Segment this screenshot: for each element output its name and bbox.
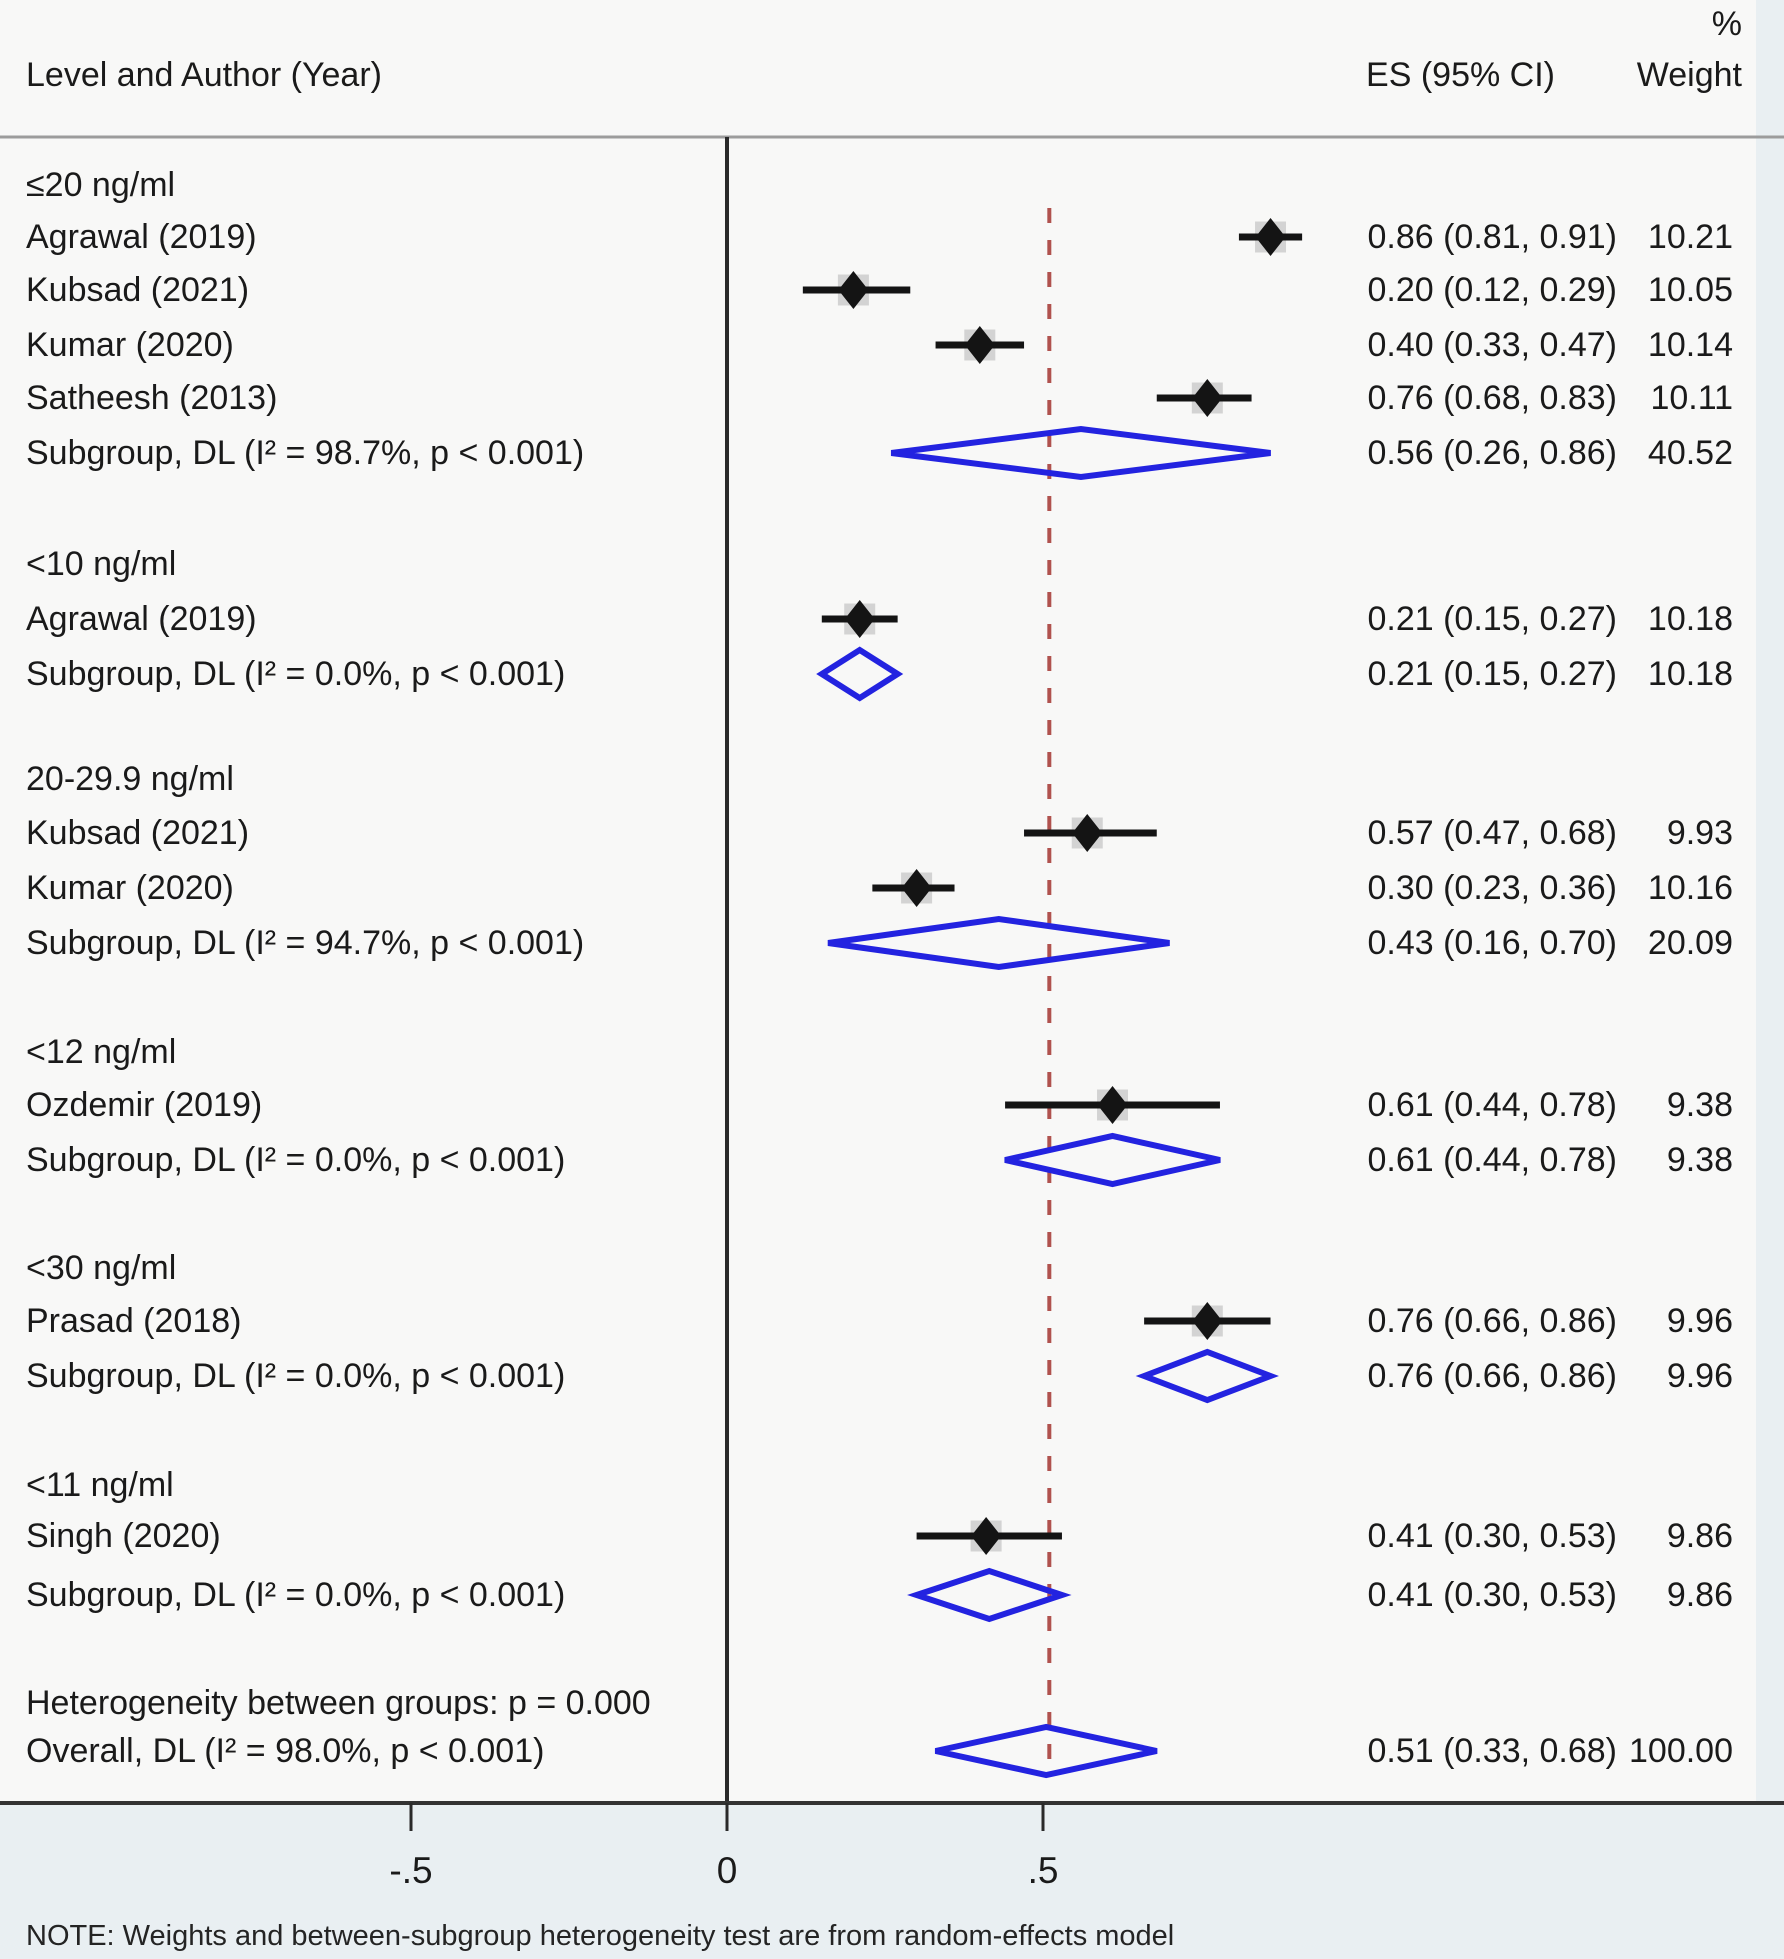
es-ci-value: 0.76 (0.68, 0.83) <box>1367 379 1617 417</box>
es-ci-value: 0.57 (0.47, 0.68) <box>1367 814 1617 852</box>
study-row-label: Satheesh (2013) <box>26 379 278 417</box>
point-estimate-diamond <box>964 326 995 364</box>
es-ci-value: 0.76 (0.66, 0.86) <box>1367 1357 1617 1395</box>
weight-value: 9.96 <box>1666 1302 1733 1340</box>
subgroup-row-label: Subgroup, DL (I² = 0.0%, p < 0.001) <box>26 1357 566 1395</box>
x-axis-tick-label: .5 <box>1027 1850 1059 1891</box>
weight-value: 40.52 <box>1647 434 1733 472</box>
point-estimate-diamond <box>1192 1302 1223 1340</box>
study-row-label: Singh (2020) <box>26 1517 221 1555</box>
weight-value: 9.86 <box>1666 1517 1733 1555</box>
es-ci-value: 0.30 (0.23, 0.36) <box>1367 869 1617 907</box>
es-ci-value: 0.56 (0.26, 0.86) <box>1367 434 1617 472</box>
column-header-es-ci: ES (95% CI) <box>1366 56 1555 94</box>
weight-value: 10.11 <box>1650 379 1733 417</box>
point-estimate-diamond <box>1192 379 1223 417</box>
x-axis-tick-label: -.5 <box>389 1850 433 1891</box>
point-estimate-diamond <box>1255 218 1286 256</box>
subgroup-pooled-diamond <box>907 1567 1072 1623</box>
weight-value: 9.38 <box>1666 1141 1733 1179</box>
point-estimate-diamond <box>971 1517 1002 1555</box>
column-header-percent: % <box>1711 5 1742 43</box>
group-header-label: 20-29.9 ng/ml <box>26 760 234 798</box>
plot-panel <box>0 0 1756 1803</box>
weight-value: 20.09 <box>1647 924 1733 962</box>
subgroup-pooled-diamond <box>827 915 1170 971</box>
column-header-weight: Weight <box>1636 56 1742 94</box>
weight-value: 10.18 <box>1647 655 1733 693</box>
study-row-label: Kumar (2020) <box>26 326 234 364</box>
study-row-label: Kubsad (2021) <box>26 814 250 852</box>
group-header-label: <12 ng/ml <box>26 1033 177 1071</box>
subgroup-pooled-diamond <box>816 646 904 702</box>
subgroup-pooled-diamond <box>1135 1348 1279 1404</box>
es-ci-value: 0.76 (0.66, 0.86) <box>1367 1302 1617 1340</box>
es-ci-value: 0.21 (0.15, 0.27) <box>1367 655 1617 693</box>
weight-value: 9.86 <box>1666 1576 1733 1614</box>
study-row-label: Agrawal (2019) <box>26 600 257 638</box>
subgroup-row-label: Subgroup, DL (I² = 98.7%, p < 0.001) <box>26 434 585 472</box>
group-header-label: <10 ng/ml <box>26 545 177 583</box>
subgroup-row-label: Subgroup, DL (I² = 0.0%, p < 0.001) <box>26 655 566 693</box>
es-ci-value: 0.41 (0.30, 0.53) <box>1367 1576 1617 1614</box>
point-estimate-diamond <box>1072 814 1103 852</box>
weight-value: 10.14 <box>1647 326 1733 364</box>
es-ci-value: 0.51 (0.33, 0.68) <box>1367 1732 1617 1770</box>
study-row-label: Agrawal (2019) <box>26 218 257 256</box>
study-row-label: Ozdemir (2019) <box>26 1086 263 1124</box>
overall-pooled-diamond <box>934 1723 1158 1779</box>
text-row-label: Heterogeneity between groups: p = 0.000 <box>26 1684 651 1722</box>
overall-row-label: Overall, DL (I² = 98.0%, p < 0.001) <box>26 1732 545 1770</box>
subgroup-pooled-diamond <box>1004 1132 1221 1188</box>
weight-value: 10.05 <box>1647 271 1733 309</box>
es-ci-value: 0.20 (0.12, 0.29) <box>1367 271 1617 309</box>
study-row-label: Kubsad (2021) <box>26 271 250 309</box>
point-estimate-diamond <box>1097 1086 1128 1124</box>
x-axis-tick-label: 0 <box>716 1850 738 1891</box>
es-ci-value: 0.21 (0.15, 0.27) <box>1367 600 1617 638</box>
es-ci-value: 0.86 (0.81, 0.91) <box>1367 218 1617 256</box>
group-header-label: <11 ng/ml <box>26 1466 174 1504</box>
study-row-label: Prasad (2018) <box>26 1302 242 1340</box>
es-ci-value: 0.43 (0.16, 0.70) <box>1367 924 1617 962</box>
weight-value: 9.38 <box>1666 1086 1733 1124</box>
column-header-level-author: Level and Author (Year) <box>26 56 382 94</box>
weight-value: 10.21 <box>1647 218 1733 256</box>
weight-value: 9.96 <box>1666 1357 1733 1395</box>
point-estimate-diamond <box>901 869 932 907</box>
group-header-label: <30 ng/ml <box>26 1249 177 1287</box>
es-ci-value: 0.41 (0.30, 0.53) <box>1367 1517 1617 1555</box>
weight-value: 9.93 <box>1666 814 1733 852</box>
weight-value: 10.16 <box>1647 869 1733 907</box>
subgroup-row-label: Subgroup, DL (I² = 94.7%, p < 0.001) <box>26 924 585 962</box>
group-header-label: ≤20 ng/ml <box>26 166 176 204</box>
study-row-label: Kumar (2020) <box>26 869 234 907</box>
es-ci-value: 0.40 (0.33, 0.47) <box>1367 326 1617 364</box>
point-estimate-diamond <box>844 600 875 638</box>
subgroup-row-label: Subgroup, DL (I² = 0.0%, p < 0.001) <box>26 1141 566 1179</box>
es-ci-value: 0.61 (0.44, 0.78) <box>1367 1086 1617 1124</box>
es-ci-value: 0.61 (0.44, 0.78) <box>1367 1141 1617 1179</box>
weight-value: 100.00 <box>1629 1732 1733 1770</box>
point-estimate-diamond <box>838 271 869 309</box>
footnote: NOTE: Weights and between-subgroup heter… <box>26 1920 1175 1952</box>
subgroup-row-label: Subgroup, DL (I² = 0.0%, p < 0.001) <box>26 1576 566 1614</box>
subgroup-pooled-diamond <box>890 425 1271 481</box>
weight-value: 10.18 <box>1647 600 1733 638</box>
